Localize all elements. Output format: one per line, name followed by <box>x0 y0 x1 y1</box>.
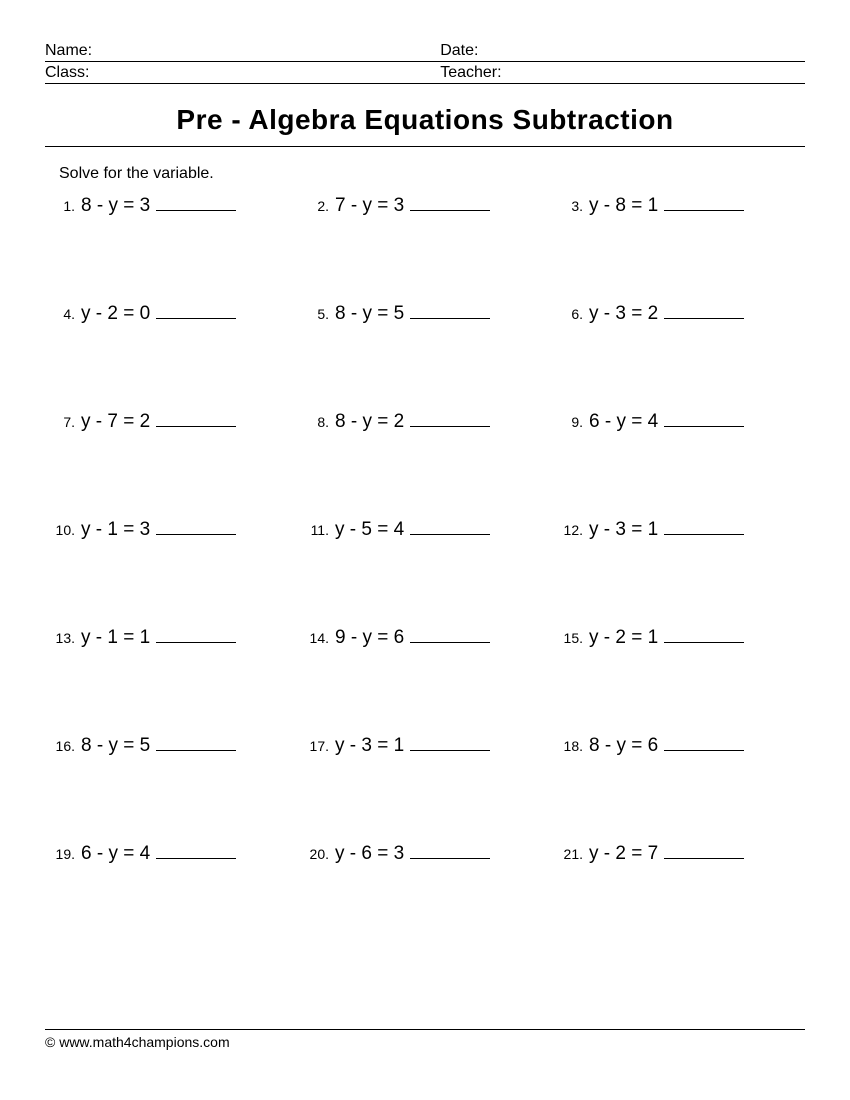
problem-number: 14. <box>303 630 329 646</box>
problem-equation: y - 3 = 2 <box>589 303 658 325</box>
problems-grid: 1. 8 - y = 3 2. 7 - y = 3 3. y - 8 = 1 4. y - 2… <box>45 193 805 865</box>
footer-copyright: © www.math4champions.com <box>45 1029 805 1050</box>
problem-item: 14. 9 - y = 6 <box>303 625 547 649</box>
problem-item: 10. y - 1 = 3 <box>49 517 293 541</box>
answer-blank[interactable] <box>664 733 744 751</box>
problem-number: 4. <box>49 306 75 322</box>
problem-equation: 6 - y = 4 <box>589 411 658 433</box>
instructions-text: Solve for the variable. <box>59 165 805 183</box>
problem-number: 19. <box>49 846 75 862</box>
problem-equation: y - 2 = 1 <box>589 627 658 649</box>
problem-equation: y - 2 = 7 <box>589 843 658 865</box>
problem-number: 18. <box>557 738 583 754</box>
answer-blank[interactable] <box>664 625 744 643</box>
problem-equation: y - 6 = 3 <box>335 843 404 865</box>
teacher-label: Teacher: <box>440 64 805 82</box>
answer-blank[interactable] <box>410 517 490 535</box>
problem-equation: y - 3 = 1 <box>589 519 658 541</box>
problem-number: 10. <box>49 522 75 538</box>
answer-blank[interactable] <box>664 409 744 427</box>
problem-equation: y - 1 = 3 <box>81 519 150 541</box>
problem-number: 16. <box>49 738 75 754</box>
problem-equation: y - 2 = 0 <box>81 303 150 325</box>
problem-equation: 8 - y = 5 <box>81 735 150 757</box>
problem-number: 8. <box>303 414 329 430</box>
problem-number: 15. <box>557 630 583 646</box>
answer-blank[interactable] <box>664 517 744 535</box>
problem-item: 3. y - 8 = 1 <box>557 193 801 217</box>
problem-equation: 9 - y = 6 <box>335 627 404 649</box>
problem-equation: 8 - y = 5 <box>335 303 404 325</box>
answer-blank[interactable] <box>664 193 744 211</box>
name-label: Name: <box>45 42 440 60</box>
answer-blank[interactable] <box>410 841 490 859</box>
problem-equation: 7 - y = 3 <box>335 195 404 217</box>
problem-number: 5. <box>303 306 329 322</box>
problem-item: 18. 8 - y = 6 <box>557 733 801 757</box>
problem-item: 7. y - 7 = 2 <box>49 409 293 433</box>
problem-number: 20. <box>303 846 329 862</box>
problem-number: 21. <box>557 846 583 862</box>
answer-blank[interactable] <box>410 625 490 643</box>
problem-equation: 8 - y = 3 <box>81 195 150 217</box>
class-label: Class: <box>45 64 440 82</box>
problem-number: 6. <box>557 306 583 322</box>
problem-equation: y - 5 = 4 <box>335 519 404 541</box>
answer-blank[interactable] <box>156 409 236 427</box>
problem-item: 4. y - 2 = 0 <box>49 301 293 325</box>
problem-equation: 8 - y = 6 <box>589 735 658 757</box>
problem-item: 6. y - 3 = 2 <box>557 301 801 325</box>
answer-blank[interactable] <box>156 733 236 751</box>
problem-item: 12. y - 3 = 1 <box>557 517 801 541</box>
header-fields: Name: Date: Class: Teacher: <box>45 40 805 84</box>
problem-item: 5. 8 - y = 5 <box>303 301 547 325</box>
problem-item: 20. y - 6 = 3 <box>303 841 547 865</box>
answer-blank[interactable] <box>156 625 236 643</box>
answer-blank[interactable] <box>410 193 490 211</box>
problem-number: 17. <box>303 738 329 754</box>
header-row-2: Class: Teacher: <box>45 62 805 84</box>
problem-equation: y - 1 = 1 <box>81 627 150 649</box>
problem-number: 11. <box>303 522 329 538</box>
problem-item: 13. y - 1 = 1 <box>49 625 293 649</box>
answer-blank[interactable] <box>664 841 744 859</box>
problem-equation: 6 - y = 4 <box>81 843 150 865</box>
problem-number: 12. <box>557 522 583 538</box>
problem-item: 17. y - 3 = 1 <box>303 733 547 757</box>
problem-number: 13. <box>49 630 75 646</box>
title-section: Pre - Algebra Equations Subtraction <box>45 90 805 147</box>
problem-equation: 8 - y = 2 <box>335 411 404 433</box>
problem-equation: y - 8 = 1 <box>589 195 658 217</box>
date-label: Date: <box>440 42 805 60</box>
answer-blank[interactable] <box>156 517 236 535</box>
problem-item: 1. 8 - y = 3 <box>49 193 293 217</box>
answer-blank[interactable] <box>156 841 236 859</box>
answer-blank[interactable] <box>664 301 744 319</box>
problem-item: 11. y - 5 = 4 <box>303 517 547 541</box>
answer-blank[interactable] <box>156 193 236 211</box>
problem-equation: y - 3 = 1 <box>335 735 404 757</box>
answer-blank[interactable] <box>410 301 490 319</box>
problem-number: 7. <box>49 414 75 430</box>
problem-number: 3. <box>557 198 583 214</box>
problem-item: 2. 7 - y = 3 <box>303 193 547 217</box>
answer-blank[interactable] <box>410 409 490 427</box>
problem-equation: y - 7 = 2 <box>81 411 150 433</box>
answer-blank[interactable] <box>156 301 236 319</box>
problem-item: 21. y - 2 = 7 <box>557 841 801 865</box>
header-row-1: Name: Date: <box>45 40 805 62</box>
problem-item: 16. 8 - y = 5 <box>49 733 293 757</box>
worksheet-title: Pre - Algebra Equations Subtraction <box>45 104 805 136</box>
problem-item: 9. 6 - y = 4 <box>557 409 801 433</box>
problem-number: 2. <box>303 198 329 214</box>
problem-number: 1. <box>49 198 75 214</box>
problem-item: 15. y - 2 = 1 <box>557 625 801 649</box>
problem-item: 8. 8 - y = 2 <box>303 409 547 433</box>
problem-number: 9. <box>557 414 583 430</box>
answer-blank[interactable] <box>410 733 490 751</box>
problem-item: 19. 6 - y = 4 <box>49 841 293 865</box>
